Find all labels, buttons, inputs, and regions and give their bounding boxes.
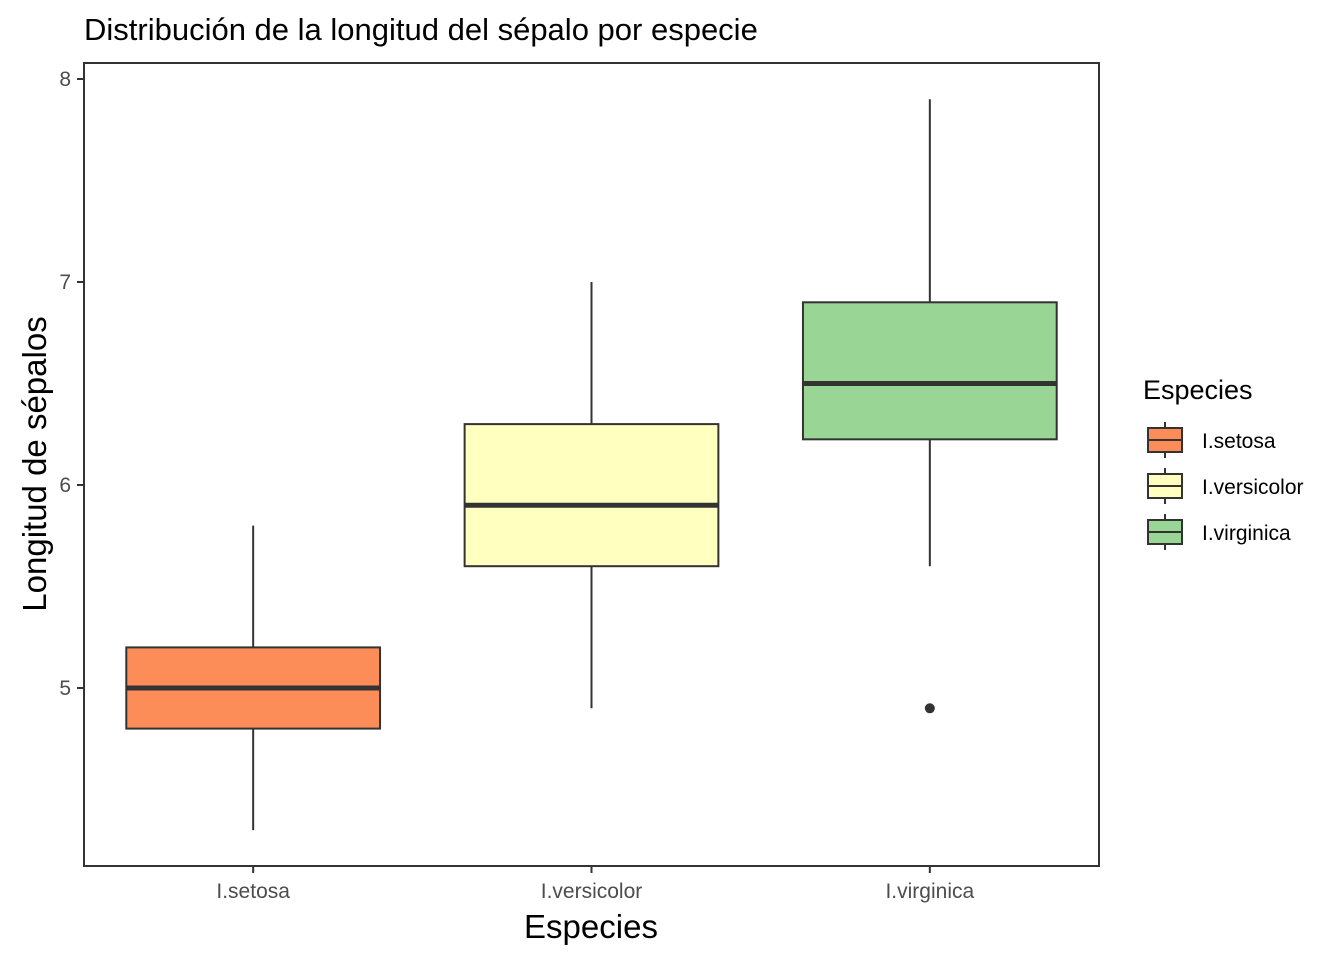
box-I.versicolor [463, 423, 720, 568]
legend: Especies I.setosa I.versicolor I.virginica [1143, 375, 1304, 550]
x-tick-label: I.setosa [216, 880, 290, 903]
y-tick-label: 7 [59, 271, 71, 294]
chart-title: Distribución de la longitud del sépalo p… [84, 12, 758, 47]
y-tick-label: 6 [59, 474, 71, 497]
x-axis-title: Especies [524, 908, 658, 945]
x-axis: I.setosa I.versicolor I.virginica [216, 866, 974, 903]
outlier-point [924, 703, 935, 714]
y-axis-title: Longitud de sépalos [16, 316, 53, 611]
y-axis: 5 6 7 8 [59, 68, 84, 700]
x-tick-label: I.versicolor [541, 880, 643, 903]
legend-label: I.setosa [1202, 430, 1276, 453]
box-I.virginica [801, 301, 1058, 441]
y-tick-label: 5 [59, 677, 71, 700]
boxes-group [125, 99, 1058, 831]
x-tick-label: I.virginica [885, 880, 974, 903]
legend-title: Especies [1143, 375, 1253, 405]
y-tick-label: 8 [59, 68, 71, 91]
legend-label: I.virginica [1202, 522, 1291, 545]
legend-label: I.versicolor [1202, 476, 1304, 499]
